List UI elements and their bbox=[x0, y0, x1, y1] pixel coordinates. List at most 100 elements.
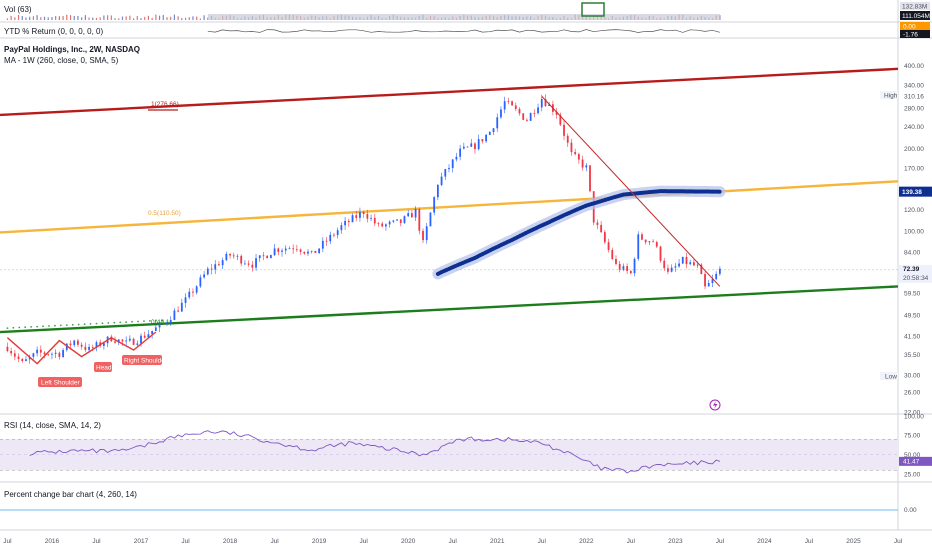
candle-body bbox=[615, 258, 617, 264]
ytd-axis-value-2: -1.76 bbox=[903, 32, 918, 39]
candle-body bbox=[13, 353, 16, 357]
time-axis-tick: Jul bbox=[92, 538, 101, 545]
neckline-dot bbox=[77, 323, 80, 326]
candle-body bbox=[403, 216, 406, 223]
candle-body bbox=[329, 234, 332, 242]
volume-bar bbox=[203, 15, 205, 20]
candle-body bbox=[232, 255, 235, 257]
neckline-dot bbox=[42, 325, 44, 328]
pane-frames bbox=[0, 0, 932, 531]
candle-body bbox=[366, 214, 369, 219]
candle-body bbox=[299, 249, 302, 252]
price-axis[interactable]: 400.00 340.00 310.16 280.00 240.00 200.00 170.… bbox=[904, 63, 924, 416]
rsi-line[interactable] bbox=[29, 430, 721, 474]
candle-body bbox=[429, 212, 432, 227]
candle-body bbox=[151, 330, 154, 335]
upper-channel-line[interactable] bbox=[0, 67, 898, 117]
candle-body bbox=[84, 346, 87, 350]
volume-bar bbox=[144, 16, 146, 20]
price-axis-tick: 22.00 bbox=[904, 409, 921, 416]
candle-body bbox=[77, 340, 79, 345]
neckline-dot bbox=[160, 319, 163, 322]
volume-bar bbox=[155, 14, 157, 20]
candle-body bbox=[678, 263, 680, 267]
volume-bar bbox=[129, 15, 131, 20]
neckline-dot bbox=[30, 326, 33, 328]
fib-level-0-label: 0(44.1 bbox=[151, 319, 170, 326]
time-axis-tick: 2016 bbox=[45, 538, 60, 545]
volume-bar bbox=[51, 17, 53, 20]
neckline-dot bbox=[36, 325, 39, 328]
candle-body bbox=[25, 359, 27, 361]
candle-body bbox=[522, 113, 525, 120]
candle-body bbox=[377, 223, 380, 225]
candle-body bbox=[177, 310, 180, 312]
candle-body bbox=[373, 217, 376, 224]
candle-body bbox=[707, 283, 710, 287]
percent-change-pane-label: Percent change bar chart (4, 260, 14) bbox=[4, 490, 137, 499]
moving-average-glow bbox=[432, 185, 726, 280]
time-axis[interactable]: Jul 2016 Jul 2017 Jul 2018 Jul 2019 Jul 2020 Jul 20… bbox=[3, 538, 902, 545]
volume-bar bbox=[170, 16, 172, 20]
lower-channel-line[interactable] bbox=[0, 285, 898, 334]
candle-body bbox=[62, 350, 64, 357]
neckline-dot bbox=[125, 321, 128, 323]
volume-bar bbox=[196, 16, 198, 20]
candle-body bbox=[262, 255, 265, 257]
candle-body bbox=[422, 230, 424, 241]
volume-bar bbox=[6, 18, 9, 20]
candle-body bbox=[629, 270, 632, 274]
candle-body bbox=[526, 119, 528, 121]
price-axis-tick: 84.00 bbox=[904, 249, 921, 256]
rsi-pane[interactable]: RSI (14, close, SMA, 14, 2) 100.00 75.00 5… bbox=[0, 413, 932, 478]
volume-pane[interactable]: Vol (63) 132.83M 111.054M bbox=[4, 2, 930, 20]
time-axis-tick: 2019 bbox=[312, 538, 327, 545]
candle-body bbox=[229, 253, 231, 256]
candle-body bbox=[195, 286, 198, 293]
svg-text:139.38: 139.38 bbox=[902, 189, 922, 196]
fib-level-1-label: 1(276.66) bbox=[151, 101, 179, 108]
volume-bar bbox=[136, 16, 138, 20]
candle-body bbox=[340, 225, 343, 231]
candle-body bbox=[440, 176, 443, 185]
volume-highlight-box bbox=[581, 2, 605, 17]
ytd-pane[interactable]: YTD % Return (0, 0, 0, 0, 0) 0.00 -1.76 bbox=[4, 22, 930, 39]
fib-level-05-label: 0.5(110.50) bbox=[148, 210, 181, 217]
lightning-icon[interactable] bbox=[709, 399, 721, 411]
candle-body bbox=[318, 248, 321, 253]
time-axis-tick: 2024 bbox=[757, 538, 772, 545]
candle-body bbox=[667, 268, 669, 272]
candle-body bbox=[91, 346, 94, 348]
svg-text:Head: Head bbox=[96, 365, 112, 372]
price-axis-tick: 41.50 bbox=[904, 334, 921, 341]
candle-body bbox=[644, 239, 647, 243]
percent-change-pane[interactable]: Percent change bar chart (4, 260, 14) 0.… bbox=[0, 490, 917, 514]
candle-body bbox=[336, 230, 339, 235]
price-pane[interactable]: PayPal Holdings, Inc., 2W, NASDAQ MA - 1… bbox=[0, 45, 932, 416]
candle-body bbox=[147, 334, 150, 338]
time-axis-tick: Jul bbox=[805, 538, 814, 545]
downtrend-line[interactable] bbox=[541, 95, 721, 287]
volume-bar bbox=[162, 14, 164, 20]
candle-body bbox=[103, 343, 105, 346]
neckline-dot bbox=[48, 325, 50, 327]
volume-axis-tag-1 bbox=[900, 2, 930, 10]
candle-body bbox=[28, 356, 31, 360]
volume-bar bbox=[177, 16, 179, 20]
candle-body bbox=[39, 349, 42, 353]
volume-bar bbox=[32, 16, 34, 20]
moving-average-line[interactable] bbox=[435, 189, 722, 276]
candle-body bbox=[570, 142, 573, 153]
price-axis-tick: 240.00 bbox=[904, 124, 924, 131]
head-and-shoulders-pattern[interactable] bbox=[6, 331, 157, 365]
candle-body bbox=[540, 99, 543, 108]
time-axis-tick: 2022 bbox=[579, 538, 594, 545]
time-axis-tick: Jul bbox=[181, 538, 190, 545]
candle-body bbox=[303, 251, 306, 254]
mid-channel-line[interactable] bbox=[0, 180, 898, 234]
candle-body bbox=[462, 146, 465, 149]
candle-body bbox=[693, 262, 695, 266]
candle-body bbox=[269, 255, 272, 259]
candle-body bbox=[73, 340, 76, 346]
